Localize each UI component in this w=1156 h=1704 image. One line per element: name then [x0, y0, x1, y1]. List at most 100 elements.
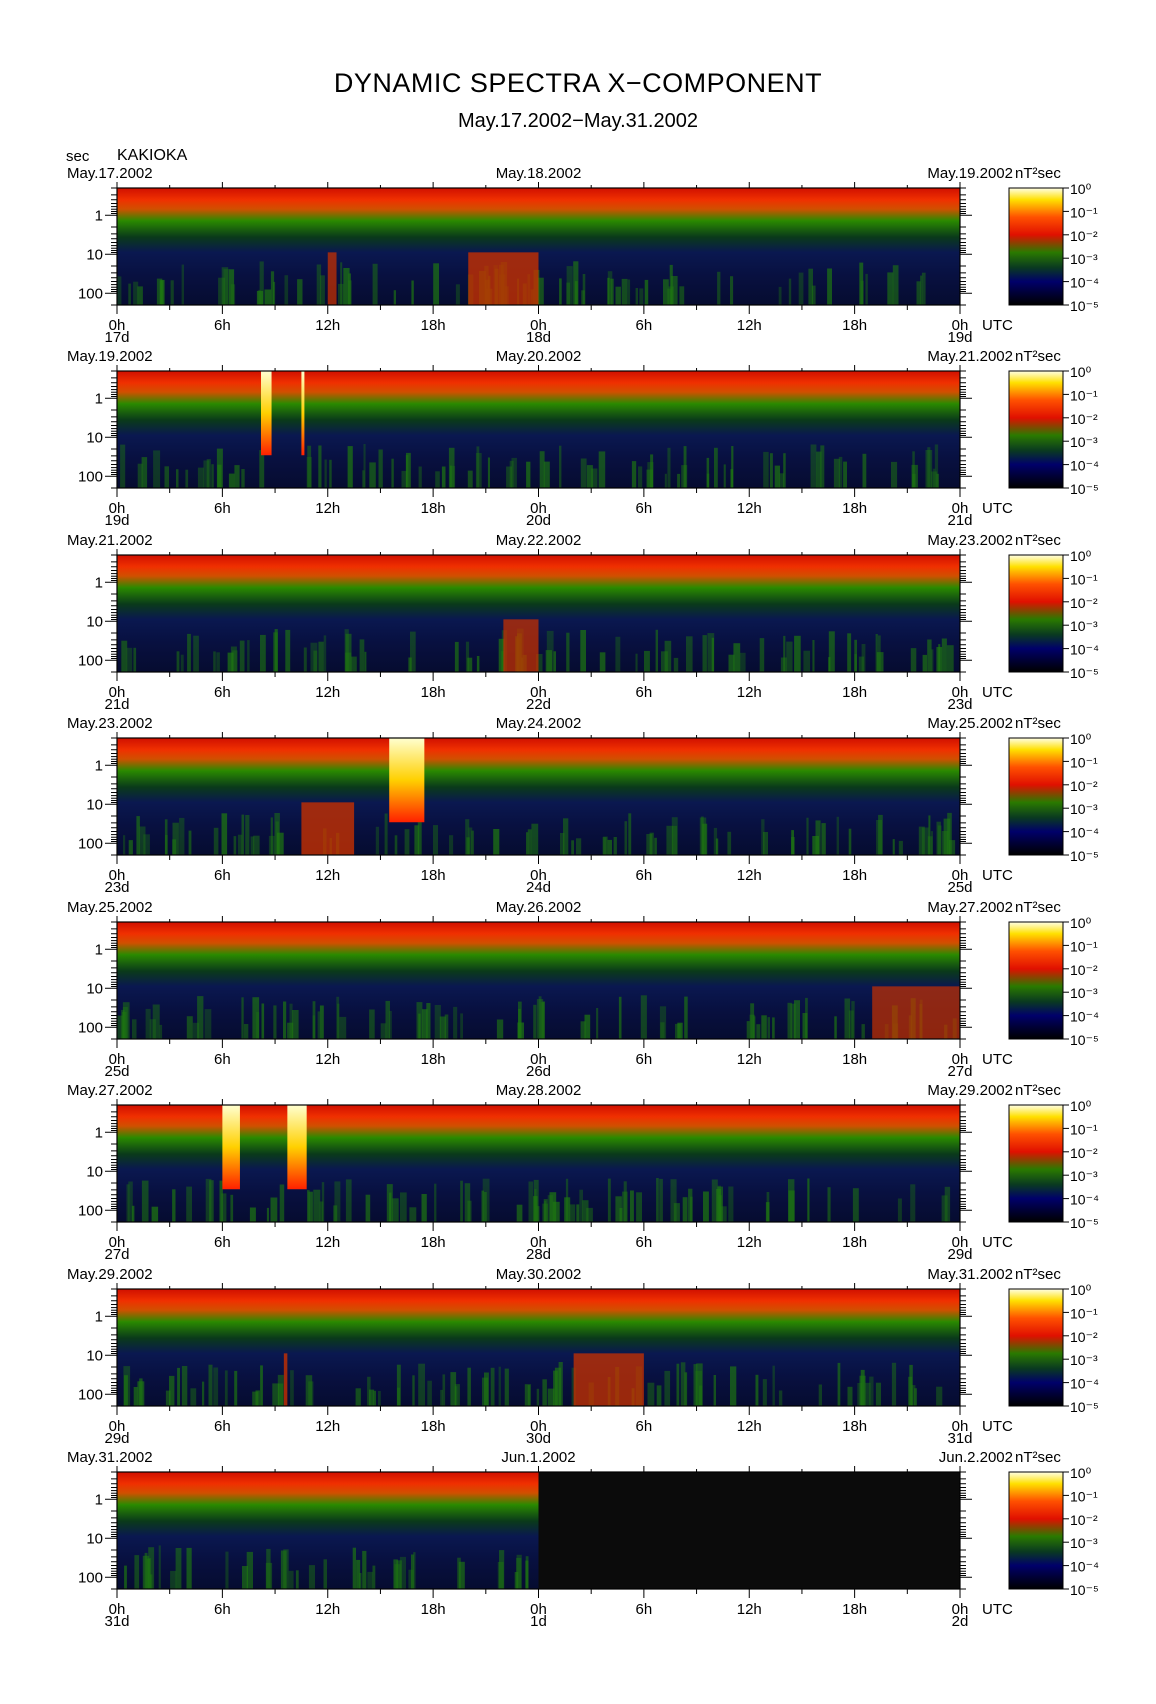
noise-streak [579, 1189, 583, 1222]
y-tick-label: 1 [95, 1308, 103, 1325]
noise-streak [329, 459, 332, 488]
date-labels: May.31.2002 Jun.1.2002 Jun.2.2002 [67, 1449, 1013, 1466]
noise-streak [316, 264, 322, 305]
noise-streak [131, 1205, 135, 1222]
noise-streak [414, 825, 420, 855]
noise-streak [243, 1024, 249, 1039]
noise-streak [566, 266, 573, 305]
noise-streak [667, 288, 672, 305]
noise-streak [702, 635, 707, 672]
x-axis: 0h 6h 12h 18h 0h 6h 12h 18h 0h UTC 19d 20d 21d [104, 365, 1013, 529]
colorbar-tick-label: 10⁻³ [1070, 801, 1098, 817]
noise-streak [230, 1194, 234, 1222]
noise-streak [930, 831, 933, 855]
noise-streak [411, 1554, 414, 1589]
day-label: 31d [104, 1613, 129, 1630]
x-tick-label: 12h [315, 317, 340, 334]
noise-streak [179, 817, 185, 855]
y-tick-label: 100 [78, 652, 103, 669]
noise-streak [836, 816, 839, 855]
noise-streak [794, 1000, 800, 1039]
date-right: May.27.2002 [927, 899, 1013, 916]
noise-streak [404, 829, 410, 855]
colorbar-unit: nT²sec [1015, 715, 1061, 732]
colorbar-tick-label: 10⁰ [1070, 915, 1092, 931]
noise-streak [256, 1012, 260, 1039]
x-tick-label: 0h [952, 1418, 969, 1435]
x-tick-label: 6h [214, 317, 231, 334]
activity-event [503, 619, 539, 672]
noise-streak [717, 271, 721, 305]
day-label: 20d [526, 512, 551, 529]
y-axis: 1 10 100 [78, 187, 972, 306]
noise-streak [188, 830, 192, 855]
noise-streak [117, 1015, 123, 1039]
x-tick-label: 0h [109, 1051, 126, 1068]
noise-streak [318, 641, 324, 672]
colorbar-tick-label: 10⁻¹ [1070, 1305, 1098, 1321]
noise-streak [230, 646, 237, 672]
noise-streak [925, 450, 933, 488]
noise-streak [624, 821, 628, 855]
noise-streak [426, 1003, 431, 1039]
x-unit-label: UTC [982, 1418, 1013, 1435]
noise-streak [649, 832, 654, 855]
noise-streak [912, 451, 915, 488]
noise-streak [285, 629, 291, 672]
noise-streak [444, 1014, 449, 1039]
noise-streak [483, 1192, 487, 1222]
noise-streak [668, 286, 674, 305]
noise-streak [663, 279, 669, 305]
noise-streak [221, 813, 228, 855]
noise-streak [646, 834, 653, 855]
noise-streak [847, 1386, 853, 1406]
noise-streak [172, 822, 179, 855]
noise-streak [538, 996, 542, 1039]
noise-streak [943, 818, 951, 855]
noise-streak [713, 827, 718, 855]
colorbar-tick-label: 10⁻⁴ [1070, 1009, 1099, 1025]
day-label: 27d [104, 1246, 129, 1263]
noise-streak [808, 268, 813, 305]
noise-streak [876, 652, 884, 672]
noise-streak [599, 652, 606, 672]
noise-streak [439, 1016, 446, 1039]
noise-streak [540, 1002, 545, 1039]
day-label: 21d [104, 696, 129, 713]
x-axis: 0h 6h 12h 18h 0h 6h 12h 18h 0h UTC 31d 1d 2d [104, 1466, 1013, 1630]
noise-streak [767, 1017, 770, 1039]
x-tick-label: 0h [952, 1051, 969, 1068]
noise-streak [418, 1363, 425, 1406]
day-label: 19d [947, 329, 972, 346]
noise-streak [936, 1386, 943, 1406]
noise-streak [465, 819, 470, 855]
noise-streak [810, 444, 817, 488]
day-label: 23d [947, 696, 972, 713]
date-right: Jun.2.2002 [939, 1449, 1013, 1466]
noise-streak [528, 1181, 534, 1222]
y-tick-label: 100 [78, 1386, 103, 1403]
noise-streak [931, 471, 938, 488]
noise-streak [448, 447, 455, 488]
y-tick-label: 10 [86, 980, 103, 997]
colorbar-tick-label: 10⁰ [1070, 1098, 1092, 1114]
date-left: May.25.2002 [67, 899, 153, 916]
noise-streak [192, 1022, 199, 1039]
date-right: May.23.2002 [927, 532, 1013, 549]
noise-streak [851, 1001, 855, 1039]
x-tick-label: 6h [214, 500, 231, 517]
noise-streak [788, 278, 792, 305]
x-axis: 0h 6h 12h 18h 0h 6h 12h 18h 0h UTC 27d 28d 29d [104, 1099, 1013, 1263]
y-axis: 1 10 100 [78, 1104, 972, 1223]
noise-streak [843, 461, 847, 488]
noise-streak [702, 823, 708, 855]
noise-streak [610, 278, 614, 305]
noise-streak [133, 281, 139, 305]
noise-streak [559, 445, 562, 488]
noise-streak [576, 1204, 580, 1222]
noise-streak [778, 1390, 783, 1406]
noise-streak [205, 1178, 212, 1222]
noise-streak [211, 464, 214, 488]
colorbar-tick-label: 10⁻⁴ [1070, 642, 1099, 658]
noise-streak [711, 1179, 718, 1222]
